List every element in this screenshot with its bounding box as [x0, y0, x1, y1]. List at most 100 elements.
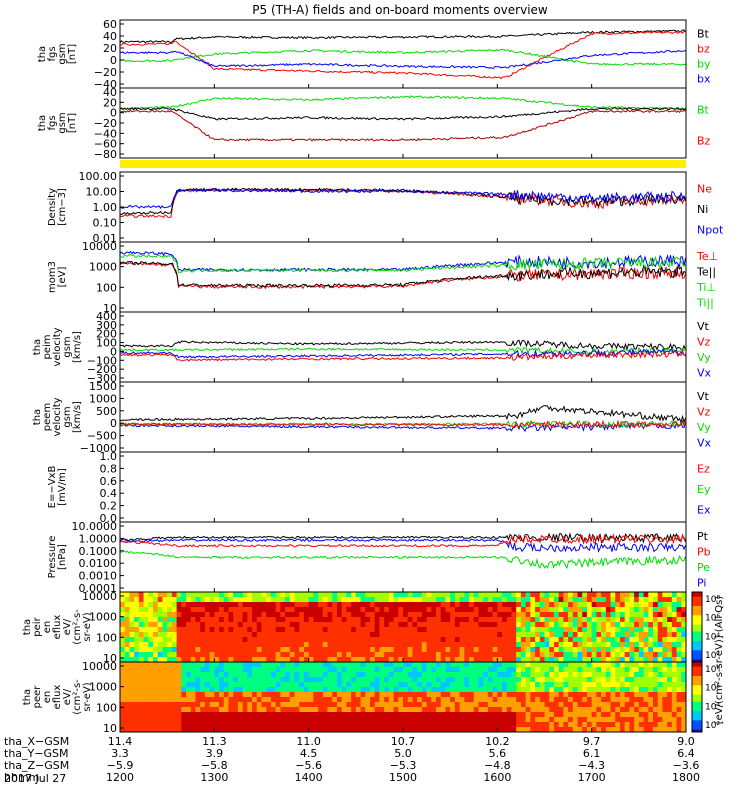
- y-tick-label: 10000: [82, 590, 117, 603]
- legend-Vy: Vy: [697, 351, 711, 364]
- y-tick-label: −20: [94, 117, 117, 130]
- series-Pe: [119, 550, 686, 570]
- y-tick-label: −1000: [80, 442, 117, 455]
- legend-Ti⊥: Ti⊥: [696, 281, 716, 294]
- y-tick-label: 400: [96, 310, 117, 323]
- orbit-value: 3.9: [206, 747, 224, 760]
- panel-7: 1.00.80.60.40.20.0 E=−VxB [mV/m] Ez Ey Ex: [47, 450, 711, 525]
- y-tick-label: 20: [103, 96, 117, 109]
- colorbar-label: 10²: [705, 721, 720, 731]
- y-axis-label: eV/: [62, 618, 73, 635]
- y-axis-label: velocity: [52, 397, 63, 436]
- y-tick-label: 0: [110, 417, 117, 430]
- y-axis-label: E=−VxB: [47, 466, 58, 509]
- series-darkred: [119, 109, 686, 142]
- orbit-value: 6.1: [583, 747, 601, 760]
- panel-3: 100.00 10.00 1.00 0.10 0.01 Density [cm−3] Ne Ni…: [47, 170, 724, 245]
- y-axis-label: peer: [32, 685, 43, 709]
- y-axis-label: Pressure: [47, 536, 58, 579]
- y-tick-label: −40: [94, 78, 117, 91]
- legend-Vz: Vz: [697, 335, 711, 348]
- mode-bar: [120, 160, 686, 168]
- orbit-value: 1300: [200, 771, 228, 784]
- series-Te⊥: [119, 262, 686, 290]
- orbit-value: 9.0: [677, 735, 695, 748]
- series-Pi: [119, 538, 686, 553]
- series-Vx: [119, 347, 686, 359]
- y-axis-label: [km/s]: [72, 401, 83, 433]
- series-Npot: [119, 188, 686, 210]
- orbit-row-label: tha_X−GSM: [4, 735, 69, 748]
- legend-by: by: [697, 58, 711, 71]
- panel-frame: [119, 87, 687, 159]
- y-tick-label: 0.1000: [79, 545, 118, 558]
- y-axis-label: velocity: [52, 327, 63, 366]
- y-tick-label: 1500: [89, 380, 117, 393]
- y-tick-label: 0.2: [100, 500, 118, 513]
- orbit-value: −5.9: [107, 759, 134, 772]
- series-Ti⊥: [119, 254, 686, 273]
- y-tick-label: 100: [96, 281, 117, 294]
- y-axis-label: gsm: [62, 336, 73, 357]
- panel-frame: [119, 311, 687, 383]
- series-Vt: [119, 339, 686, 352]
- legend-Pe: Pe: [697, 561, 710, 574]
- y-axis-label: en: [42, 691, 53, 704]
- orbit-row-label: tha_Z−GSM: [4, 759, 69, 772]
- y-tick-label: 1000: [89, 681, 117, 694]
- y-axis-label: Density: [47, 188, 58, 226]
- y-tick-label: 100: [96, 337, 117, 350]
- orbit-value: 11.4: [108, 735, 133, 748]
- legend-Te⊥: Te⊥: [696, 250, 718, 263]
- orbit-value: −5.6: [295, 759, 322, 772]
- y-axis-label: tha: [32, 409, 43, 425]
- legend-Pi: Pi: [697, 576, 706, 589]
- y-tick-label: 0.01: [93, 232, 118, 245]
- y-tick-label: 10000: [82, 660, 117, 673]
- legend-Vy: Vy: [697, 421, 711, 434]
- plot-title: P5 (TH-A) fields and on-board moments ov…: [252, 3, 548, 17]
- y-axis-label: sr-eV): [82, 682, 93, 711]
- y-axis-label: fgs: [47, 46, 58, 61]
- y-axis-label: (cm²-s-: [72, 609, 83, 645]
- y-tick-label: −300: [87, 372, 117, 385]
- orbit-value: 10.7: [391, 735, 416, 748]
- y-axis-label: eV/: [62, 688, 73, 705]
- panel-frame: [119, 451, 687, 523]
- orbit-value: −5.8: [201, 759, 228, 772]
- y-tick-label: −100: [87, 354, 117, 367]
- y-axis-label: [nT]: [67, 113, 78, 133]
- legend-Pb: Pb: [697, 545, 711, 558]
- y-tick-label: 100: [96, 701, 117, 714]
- date-label: 2017 Jul 27: [4, 772, 66, 785]
- legend-Ni: Ni: [697, 203, 708, 216]
- y-tick-label: −20: [94, 66, 117, 79]
- y-axis-label: gsm: [57, 112, 68, 133]
- orbit-value: −4.8: [484, 759, 511, 772]
- legend-Vx: Vx: [697, 436, 712, 449]
- panel-10: 10⁸ 10⁶ 10⁴ 10² 10000 1000 100 10 tha peer en eflux…: [22, 660, 720, 735]
- colorbar-label: 10⁶: [705, 614, 720, 624]
- y-tick-label: 0.0: [100, 512, 118, 525]
- y-tick-label: 0.0100: [79, 557, 118, 570]
- y-tick-label: 20: [103, 42, 117, 55]
- colorbar-title: [eV/(cm²-s-sr-eV)] (All Qs): [714, 596, 725, 725]
- series-Bt: [119, 29, 686, 44]
- orbit-value: −5.3: [390, 759, 417, 772]
- y-tick-label: 40: [103, 86, 117, 99]
- legend-Bt: Bt: [697, 104, 710, 117]
- orbit-value: 1700: [578, 771, 606, 784]
- orbit-value: 1400: [295, 771, 323, 784]
- orbit-value: 9.7: [583, 735, 601, 748]
- orbit-value: 5.6: [489, 747, 507, 760]
- y-axis-label: sr-eV): [82, 612, 93, 641]
- colorbar-label: 10²: [705, 651, 720, 661]
- y-tick-label: 10.00: [86, 186, 118, 199]
- legend-Npot: Npot: [697, 224, 724, 237]
- y-tick-label: 100: [96, 631, 117, 644]
- orbit-row-label: hhmm: [4, 771, 39, 784]
- legend-Ne: Ne: [697, 182, 712, 195]
- y-tick-label: 0.8: [100, 462, 118, 475]
